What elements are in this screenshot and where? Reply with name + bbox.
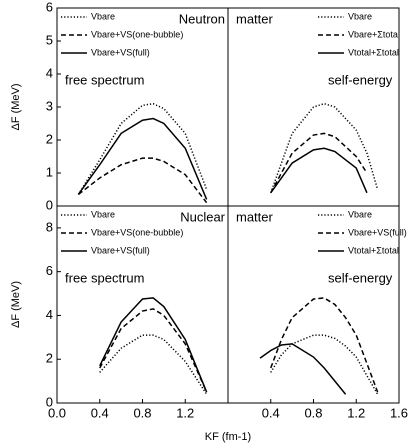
legend-label: Vbare+VS(one-bubble) <box>91 227 183 237</box>
annotation: matter <box>236 209 274 224</box>
data-line <box>99 334 208 395</box>
x-axis-label: KF (fm-1) <box>205 431 251 443</box>
x-tick-label: 0.0 <box>48 405 66 420</box>
annotation: Neutron <box>179 11 225 26</box>
annotation: self-energy <box>328 72 393 87</box>
x-tick-label: 0.4 <box>262 405 280 420</box>
data-line <box>77 117 208 200</box>
data-line <box>77 102 208 195</box>
y-tick-label: 1 <box>46 164 53 179</box>
x-tick-label: 1.2 <box>176 405 194 420</box>
legend-label: Vbare <box>91 11 115 21</box>
data-line <box>270 297 379 393</box>
y-tick-label: 0 <box>46 394 53 409</box>
data-line <box>259 343 347 395</box>
legend-label: Vtotal+Σtotal <box>348 47 399 57</box>
data-line <box>99 297 208 393</box>
x-tick-label: 1.6 <box>390 405 408 420</box>
y-axis-label: ΔF (MeV) <box>10 83 22 130</box>
annotation: self-energy <box>328 270 393 285</box>
data-line <box>99 308 208 393</box>
legend-label: Vbare <box>91 209 115 219</box>
x-tick-label: 1.2 <box>347 405 365 420</box>
data-line <box>270 147 368 194</box>
y-tick-label: 6 <box>46 0 53 14</box>
y-tick-label: 2 <box>46 131 53 146</box>
x-tick-label: 0.4 <box>91 405 109 420</box>
data-line <box>270 132 368 194</box>
annotation: matter <box>236 11 274 26</box>
y-tick-label: 3 <box>46 98 53 113</box>
y-tick-label: 0 <box>46 197 53 212</box>
annotation: free spectrum <box>65 270 144 285</box>
y-tick-label: 5 <box>46 32 53 47</box>
y-axis-label: ΔF (MeV) <box>10 281 22 328</box>
legend-label: Vbare+VS(full) <box>348 227 407 237</box>
data-line <box>77 157 208 204</box>
y-tick-label: 4 <box>46 65 53 80</box>
legend-label: Vbare <box>348 209 372 219</box>
legend-label: Vbare+VS(one-bubble) <box>91 29 183 39</box>
legend-label: Vbare+VS(full) <box>91 47 150 57</box>
legend-label: Vbare+VS(full) <box>91 245 150 255</box>
legend-label: Vbare <box>348 11 372 21</box>
data-line <box>270 334 379 395</box>
x-tick-label: 0.8 <box>133 405 151 420</box>
y-tick-label: 6 <box>46 263 53 278</box>
annotation: Nuclear <box>180 209 225 224</box>
legend-label: Vbare+Σtotal <box>348 29 400 39</box>
y-tick-label: 4 <box>46 307 53 322</box>
x-tick-label: 0.8 <box>304 405 322 420</box>
annotation: free spectrum <box>65 72 144 87</box>
y-tick-label: 2 <box>46 351 53 366</box>
legend-label: Vtotal+Σtotal <box>348 245 399 255</box>
y-tick-label: 8 <box>46 219 53 234</box>
